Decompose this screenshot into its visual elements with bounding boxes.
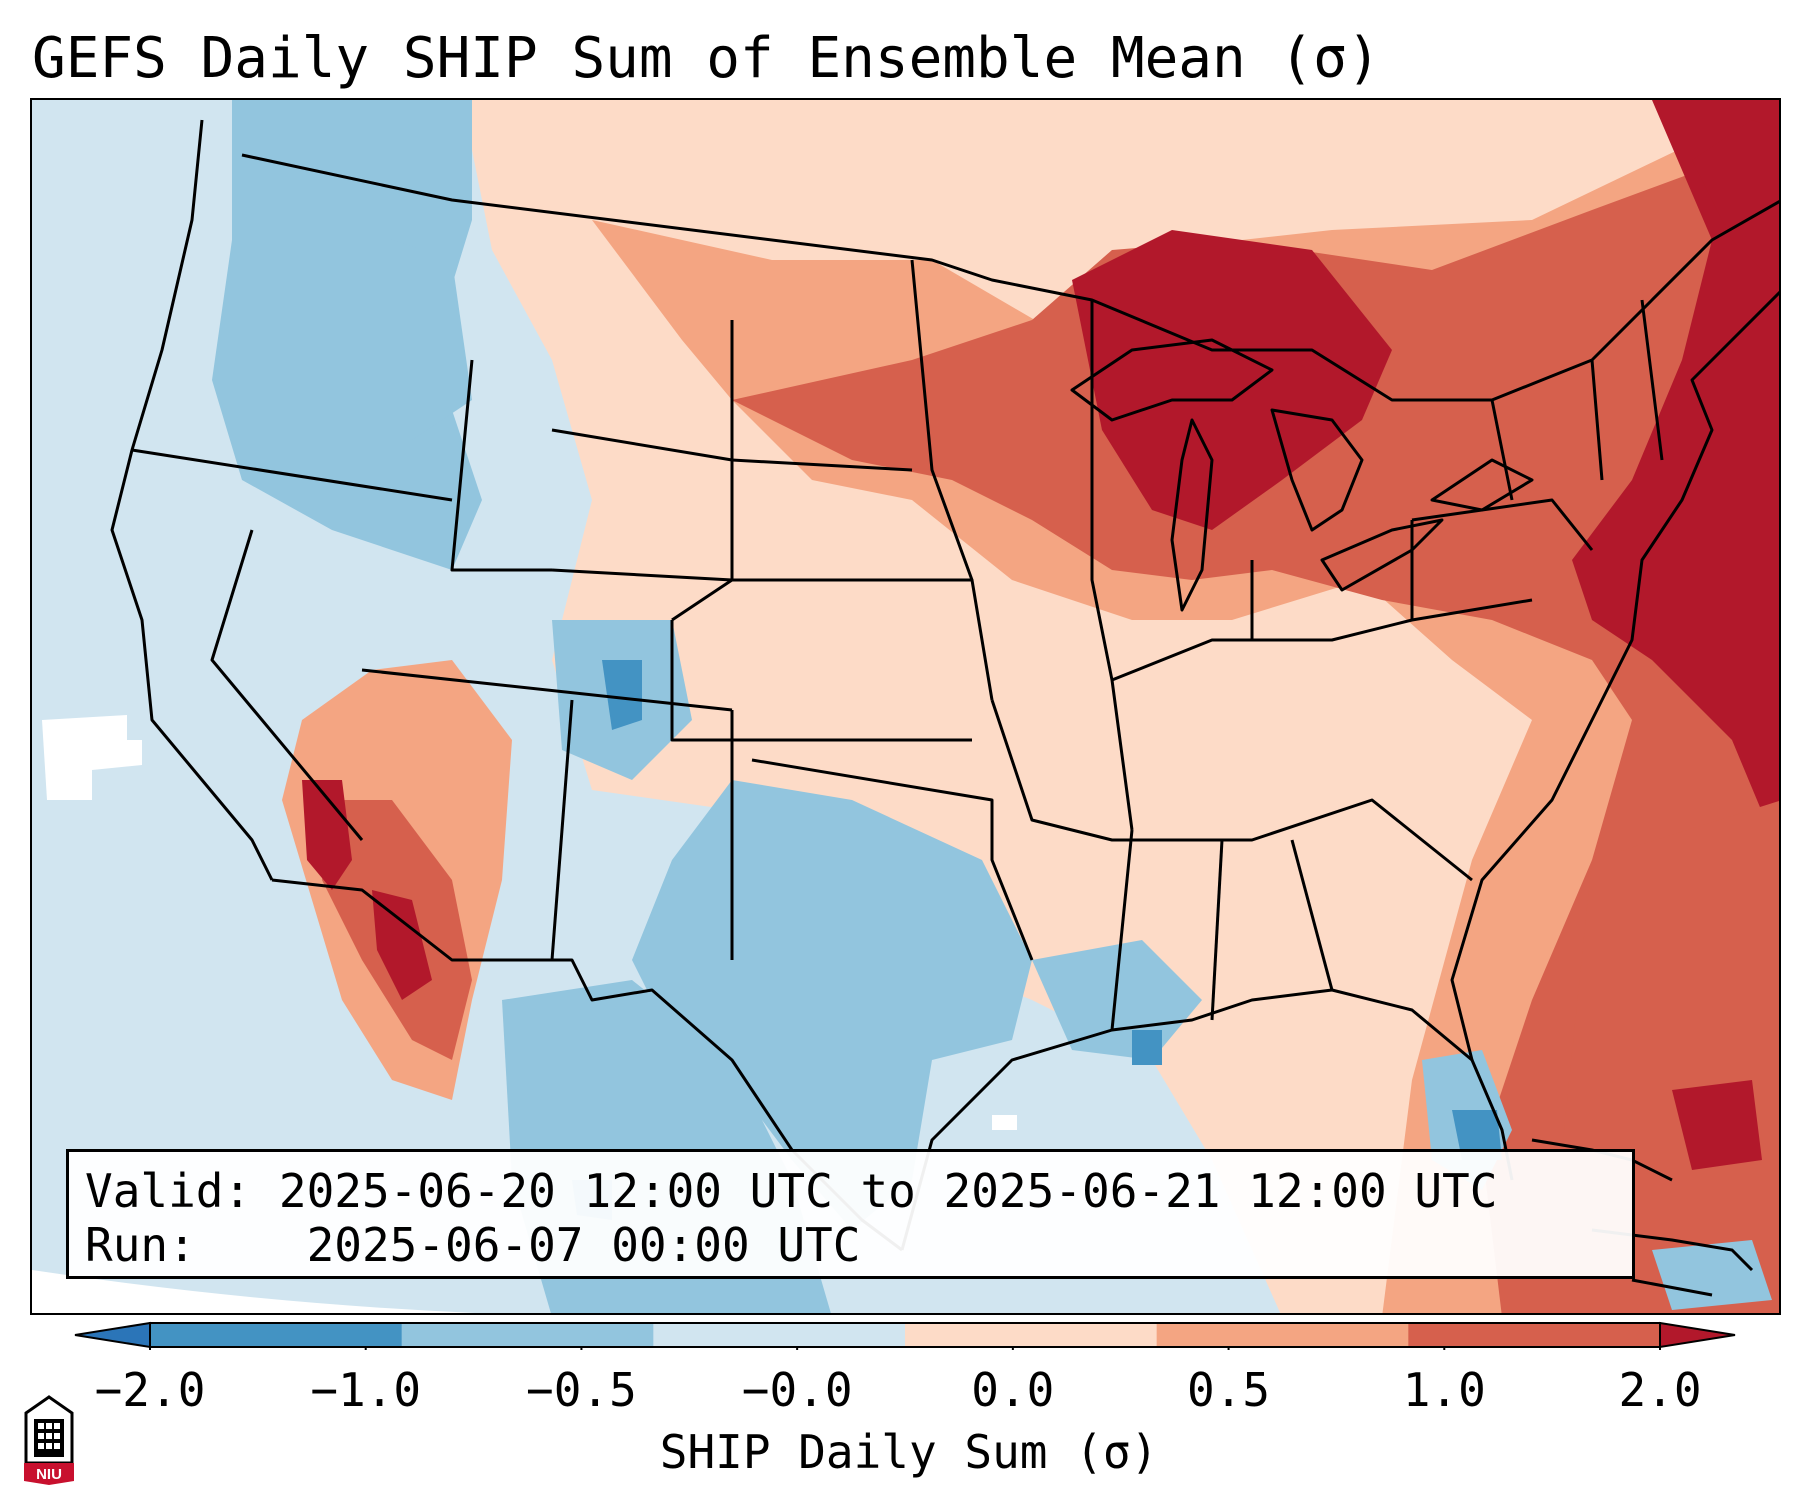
valid-run-info-box: Valid: 2025-06-20 12:00 UTC to 2025-06-2… [66, 1149, 1635, 1279]
colorbar-bin [1156, 1323, 1409, 1347]
colorbar-outline [149, 1322, 1661, 1348]
colorbar-tick-label: 2.0 [1618, 1363, 1702, 1417]
colorbar-tick-label: −2.0 [94, 1363, 206, 1417]
colorbar-tick-label: −0.5 [526, 1363, 637, 1417]
colorbar-tick-label: 0.5 [1187, 1363, 1271, 1417]
logo-text: NIU [36, 1466, 62, 1483]
run-value: 2025-06-07 00:00 UTC [306, 1218, 861, 1272]
colorbar-tick-label: −1.0 [310, 1363, 422, 1417]
colorbar-tick-label: −0.0 [741, 1363, 853, 1417]
chart-title: GEFS Daily SHIP Sum of Ensemble Mean (σ) [32, 26, 1381, 91]
valid-value: 2025-06-20 12:00 UTC to 2025-06-21 12:00… [278, 1164, 1498, 1218]
colorbar-bin [1408, 1323, 1661, 1347]
run-label: Run: [85, 1218, 196, 1272]
colorbar [74, 1321, 1736, 1350]
colorbar-extend-max [1659, 1321, 1736, 1349]
colorbar-bin [653, 1323, 906, 1347]
colorbar-bin [150, 1323, 403, 1347]
boundaries [110, 119, 1779, 1252]
colorbar-bin [401, 1323, 654, 1347]
colorbar-bin [905, 1323, 1158, 1347]
map-canvas [32, 100, 1779, 1313]
colorbar-tick-label: 0.0 [971, 1363, 1055, 1417]
colorbar-extend-min [74, 1321, 151, 1349]
projection-edge [32, 1270, 476, 1313]
map-panel [30, 98, 1781, 1315]
university-tower-icon [24, 1395, 74, 1485]
anomaly-shading [42, 100, 1779, 1313]
colorbar-label: SHIP Daily Sum (σ) [659, 1425, 1159, 1479]
valid-label: Valid: [85, 1164, 252, 1218]
colorbar-tick-label: 1.0 [1402, 1363, 1486, 1417]
